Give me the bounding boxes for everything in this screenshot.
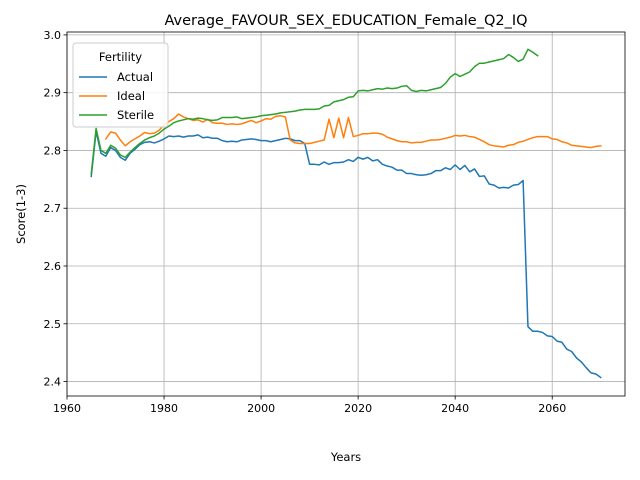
chart-title: Average_FAVOUR_SEX_EDUCATION_Female_Q2_I… xyxy=(164,13,527,29)
series-line-sterile xyxy=(90,48,539,175)
legend-title: Fertility xyxy=(99,50,142,64)
grid-lines xyxy=(66,32,625,396)
y-tick-label: 2.5 xyxy=(44,318,62,331)
legend-box xyxy=(72,42,169,128)
x-tick-label: 2040 xyxy=(441,402,469,415)
y-tick-label: 2.7 xyxy=(44,202,62,215)
x-tick-label: 1980 xyxy=(150,402,178,415)
series-lines xyxy=(90,48,602,379)
legend-label-ideal: Ideal xyxy=(117,89,145,103)
legend: Fertility Actual Ideal Sterile xyxy=(72,42,169,128)
legend-entries: Actual Ideal Sterile xyxy=(79,70,154,122)
x-tick-label: 2020 xyxy=(344,402,372,415)
y-tick-label: 3.0 xyxy=(44,29,62,42)
x-tick-label: 2000 xyxy=(247,402,275,415)
y-axis-ticks: 2.4 2.5 2.6 2.7 2.8 2.9 3.0 xyxy=(44,29,67,389)
x-tick-label: 2060 xyxy=(538,402,566,415)
x-tick-label: 1960 xyxy=(53,402,81,415)
y-tick-label: 2.8 xyxy=(44,144,62,157)
y-tick-label: 2.6 xyxy=(44,260,62,273)
x-axis-label: Years xyxy=(330,450,361,464)
y-tick-label: 2.4 xyxy=(44,376,62,389)
y-axis-label: Score(1-3) xyxy=(14,184,28,244)
plot-frame xyxy=(66,31,626,397)
x-axis-ticks: 1960 1980 2000 2020 2040 2060 xyxy=(53,396,566,415)
series-line-actual xyxy=(90,130,602,379)
legend-label-actual: Actual xyxy=(117,70,153,84)
y-tick-label: 2.9 xyxy=(44,87,62,100)
legend-label-sterile: Sterile xyxy=(117,108,154,122)
